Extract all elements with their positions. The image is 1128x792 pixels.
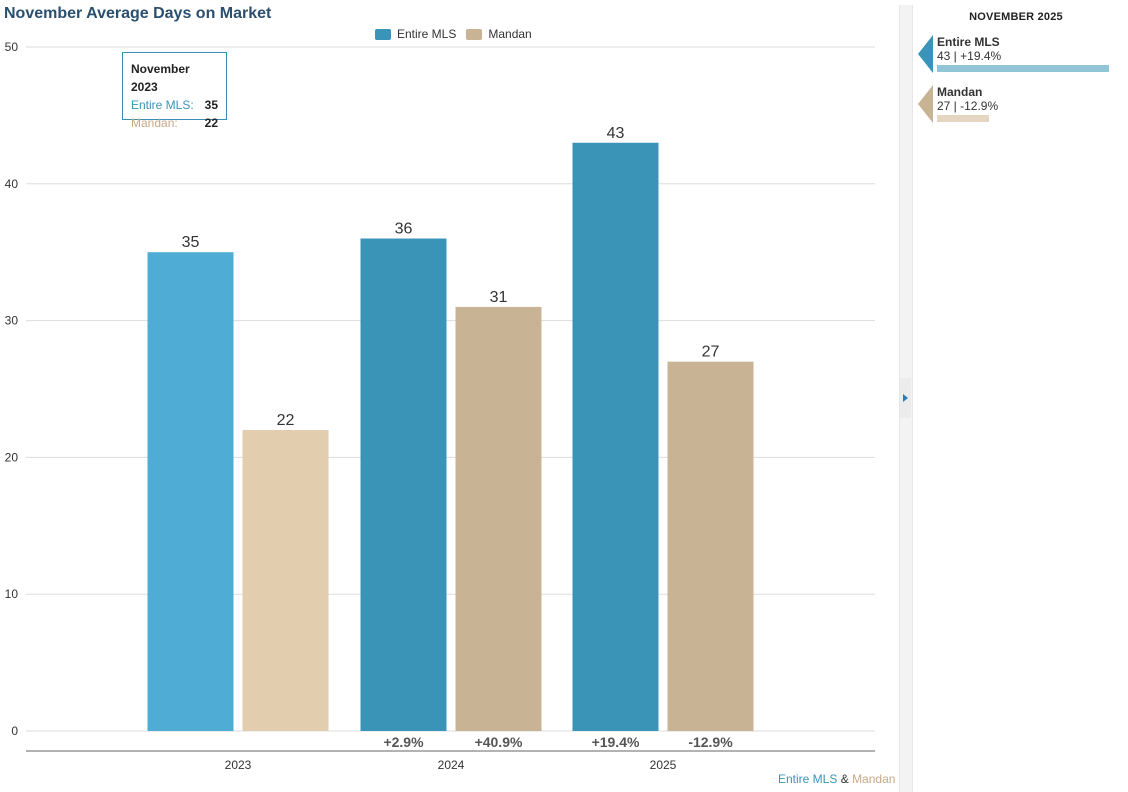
panel-collapse-toggle[interactable] <box>900 378 911 418</box>
tooltip-entire-value: 35 <box>204 98 218 112</box>
side-card-entire-mls[interactable]: Entire MLS 43 | +19.4% <box>918 35 1118 75</box>
bar-entire-mls-2025[interactable] <box>572 142 659 731</box>
tooltip-mandan-value: 22 <box>204 116 218 130</box>
footer-ampersand: & <box>840 772 849 786</box>
data-label-mandan-2023: 22 <box>277 412 295 429</box>
y-tick-label-0: 0 <box>11 724 18 738</box>
footer-mandan: Mandan <box>852 772 896 786</box>
side-bar-entire-mls <box>937 65 1109 72</box>
side-marker-entire-mls-icon <box>918 35 933 73</box>
side-panel: NOVEMBER 2025 Entire MLS 43 | +19.4% Man… <box>918 0 1128 792</box>
bar-chart-plot: 0 10 20 30 40 50 2023 35 22 2024 36 +2.9% 31 +40.9% 20… <box>5 40 875 772</box>
data-label-entire-mls-2024: 36 <box>395 221 413 238</box>
tooltip-row-mandan: Mandan: 22 <box>131 114 218 132</box>
side-value-entire-mls: 43 | +19.4% <box>937 49 1002 63</box>
change-label-entire-mls-2025: +19.4% <box>592 734 640 750</box>
side-value-mandan: 27 | -12.9% <box>937 99 999 113</box>
legend-label-mandan: Mandan <box>488 27 532 41</box>
chart-title: November Average Days on Market <box>4 5 272 22</box>
chart-tooltip: November 2023 Entire MLS: 35 Mandan: 22 <box>122 52 227 130</box>
legend-item-mandan[interactable]: Mandan <box>466 26 532 42</box>
side-name-mandan: Mandan <box>937 85 983 99</box>
tooltip-entire-label: Entire MLS: <box>131 98 194 112</box>
side-panel-heading: NOVEMBER 2025 <box>969 11 1063 23</box>
bar-mandan-2023[interactable] <box>242 430 329 731</box>
tooltip-title: November 2023 <box>131 62 190 94</box>
bar-mandan-2024[interactable] <box>455 306 542 731</box>
x-tick-label-2023: 2023 <box>225 758 252 772</box>
chart-legend: Entire MLS Mandan <box>375 26 532 42</box>
x-tick-label-2024: 2024 <box>438 758 465 772</box>
y-tick-label-50: 50 <box>5 40 19 54</box>
bar-entire-mls-2023[interactable] <box>147 252 234 731</box>
side-bar-mandan <box>937 115 989 122</box>
change-label-mandan-2025: -12.9% <box>688 734 733 750</box>
legend-swatch-mandan <box>466 28 483 40</box>
bar-mandan-2025[interactable] <box>667 361 754 731</box>
data-label-entire-mls-2023: 35 <box>182 234 200 251</box>
data-label-entire-mls-2025: 43 <box>607 125 625 142</box>
legend-item-entire-mls[interactable]: Entire MLS <box>375 26 456 42</box>
y-tick-label-10: 10 <box>5 587 19 601</box>
x-tick-label-2025: 2025 <box>650 758 677 772</box>
y-tick-label-40: 40 <box>5 177 19 191</box>
tooltip-mandan-label: Mandan: <box>131 116 178 130</box>
side-card-mandan[interactable]: Mandan 27 | -12.9% <box>918 85 1118 125</box>
change-label-entire-mls-2024: +2.9% <box>383 734 424 750</box>
y-tick-label-20: 20 <box>5 450 19 464</box>
footer-series-note: Entire MLS & Mandan <box>778 772 895 786</box>
change-label-mandan-2024: +40.9% <box>475 734 523 750</box>
tooltip-row-entire-mls: Entire MLS: 35 <box>131 96 218 114</box>
side-name-entire-mls: Entire MLS <box>937 35 1000 49</box>
bar-entire-mls-2024[interactable] <box>360 238 447 731</box>
legend-label-entire-mls: Entire MLS <box>397 27 457 41</box>
data-label-mandan-2024: 31 <box>490 289 508 306</box>
data-label-mandan-2025: 27 <box>702 344 720 361</box>
side-marker-mandan-icon <box>918 85 933 123</box>
footer-entire-mls: Entire MLS <box>778 772 838 786</box>
y-tick-label-30: 30 <box>5 314 19 328</box>
legend-swatch-entire-mls <box>375 28 391 40</box>
